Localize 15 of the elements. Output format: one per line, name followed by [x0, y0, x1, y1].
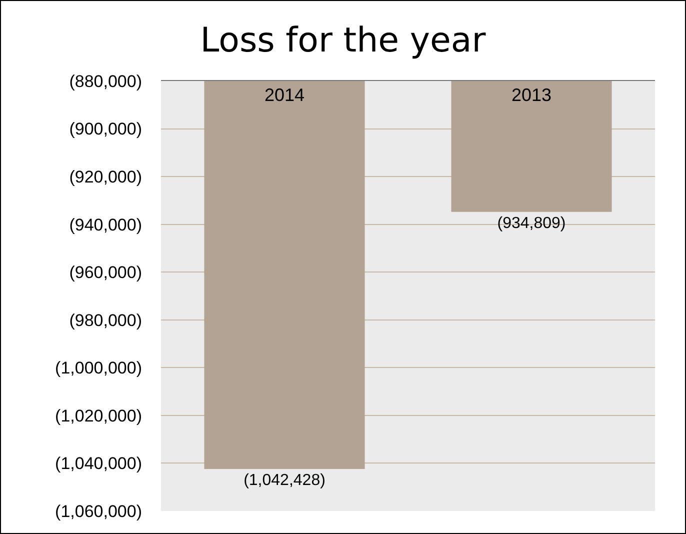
y-tick-label: (1,020,000) [55, 406, 142, 426]
y-tick-label: (940,000) [69, 215, 142, 234]
y-tick-label: (920,000) [69, 168, 142, 187]
y-tick-label: (880,000) [69, 72, 142, 91]
data-label: (934,809) [497, 214, 566, 232]
chart-title: Loss for the year [200, 20, 486, 60]
y-tick-label: (1,000,000) [55, 358, 142, 378]
y-tick-label: (1,040,000) [55, 454, 142, 474]
y-tick-label: (960,000) [69, 263, 142, 282]
data-label: (1,042,428) [244, 472, 326, 490]
y-tick-label: (980,000) [69, 310, 142, 330]
y-tick-label: (900,000) [69, 120, 142, 139]
x-tick-label: 2014 [264, 85, 305, 105]
x-tick-label: 2013 [511, 85, 552, 105]
y-tick-label: (1,060,000) [55, 502, 142, 521]
